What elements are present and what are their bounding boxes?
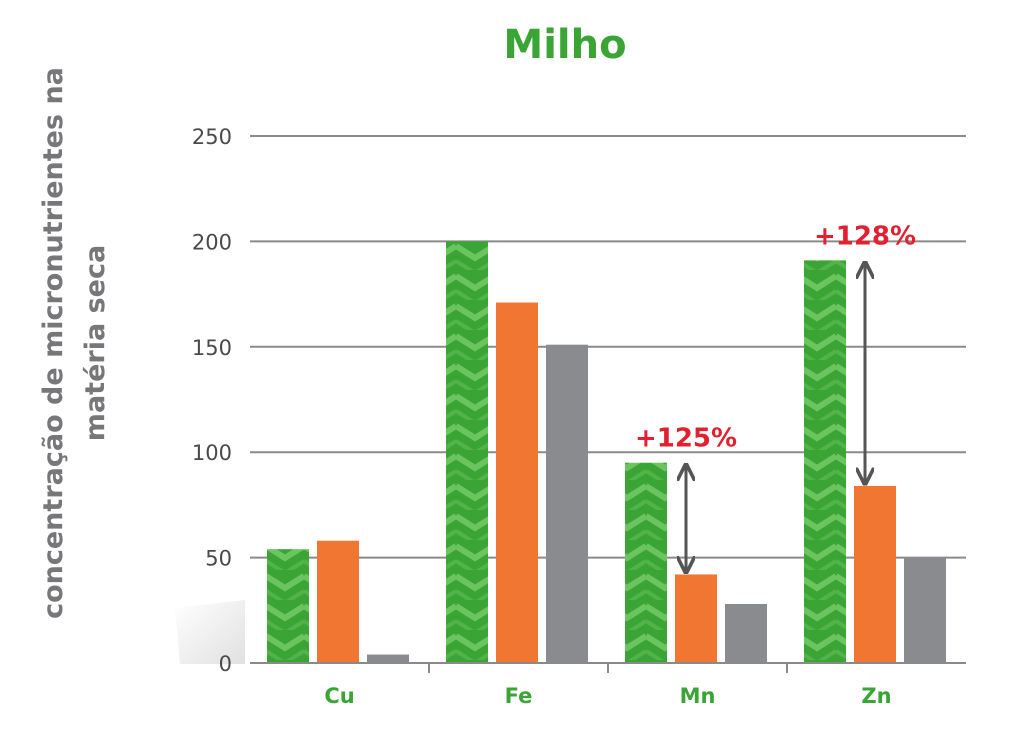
annotation-label-zn: +128% [814, 221, 916, 251]
bar-mn-series-2 [675, 574, 717, 663]
y-axis-label-line-2: matéria seca [80, 245, 111, 441]
bar-cu-series-1 [267, 549, 309, 663]
bar-cu-series-3 [367, 654, 409, 663]
bar-zn-series-1 [804, 260, 846, 663]
annotation-label-mn: +125% [635, 424, 737, 454]
bar-mn-series-3 [725, 603, 767, 663]
y-tick-label-100: 100 [192, 441, 232, 465]
x-tick-label-fe: Fe [505, 684, 533, 708]
y-tick-label-200: 200 [192, 230, 232, 254]
bars [267, 241, 946, 663]
y-tick-label-150: 150 [192, 336, 232, 360]
gridlines [250, 135, 966, 559]
bar-zn-series-3 [904, 557, 946, 663]
x-tick-label-mn: Mn [680, 684, 716, 708]
y-tick-labels: 0 50 100 150 200 250 [192, 125, 232, 676]
x-tick-label-cu: Cu [324, 684, 354, 708]
x-axis: Cu Fe Mn Zn [250, 662, 966, 708]
y-axis-label: concentração de micronutrientes na matér… [38, 67, 111, 619]
bar-mn-series-1 [625, 462, 667, 663]
x-tick-label-zn: Zn [861, 684, 891, 708]
bar-fe-series-1 [446, 241, 488, 663]
y-tick-label-250: 250 [192, 125, 232, 149]
bar-fe-series-3 [546, 344, 588, 663]
chart-title: Milho [503, 22, 626, 68]
bar-cu-series-2 [317, 540, 359, 663]
y-tick-label-0: 0 [219, 652, 232, 676]
bar-zn-series-2 [854, 485, 896, 663]
bar-fe-series-2 [496, 302, 538, 663]
y-axis-label-line-1: concentração de micronutrientes na [38, 67, 69, 619]
y-tick-label-50: 50 [205, 547, 232, 571]
floor-shadow [175, 600, 245, 664]
annotations: +125% +128% [635, 221, 916, 570]
